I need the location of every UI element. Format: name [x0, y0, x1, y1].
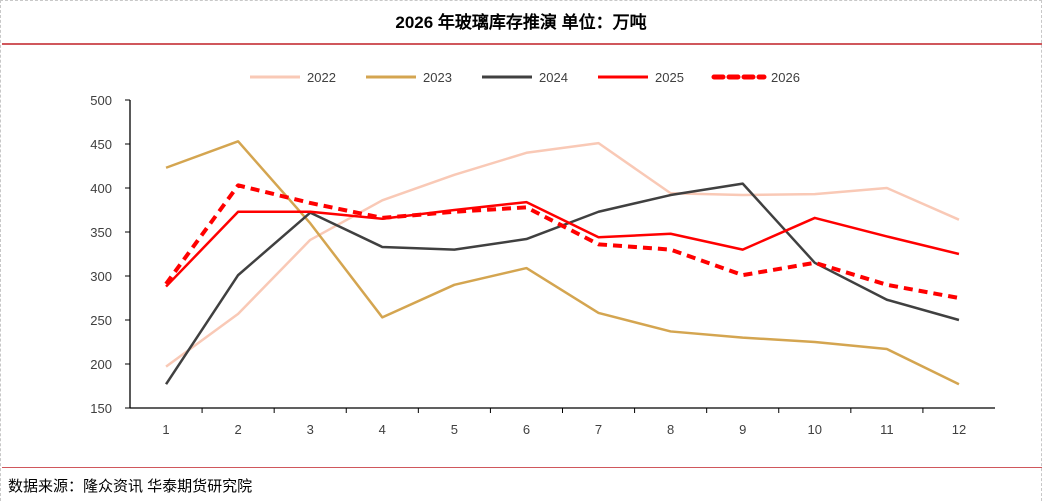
legend-label: 2024: [539, 70, 568, 85]
x-tick-label: 1: [162, 422, 169, 437]
x-tick-label: 10: [808, 422, 822, 437]
x-tick-label: 8: [667, 422, 674, 437]
x-tick-label: 2: [235, 422, 242, 437]
x-tick-label: 6: [523, 422, 530, 437]
series-line-2024: [164, 182, 960, 385]
x-tick-label: 5: [451, 422, 458, 437]
footer-divider: [2, 467, 1042, 468]
series-line-2022: [165, 141, 960, 368]
x-tick-label: 11: [880, 422, 894, 437]
y-tick-label: 150: [90, 401, 112, 416]
x-tick-label: 9: [739, 422, 746, 437]
series-line-2025: [165, 200, 960, 288]
series-line-2026: [164, 183, 960, 300]
chart-title: 2026 年玻璃库存推演 单位：万吨: [395, 13, 647, 32]
source-note: 数据来源：隆众资讯 华泰期货研究院: [8, 478, 253, 495]
series-line-2023: [165, 140, 960, 386]
legend-label: 2022: [307, 70, 336, 85]
y-tick-label: 350: [90, 225, 112, 240]
y-tick-label: 450: [90, 137, 112, 152]
y-tick-label: 400: [90, 181, 112, 196]
x-tick-label: 3: [307, 422, 314, 437]
y-tick-label: 300: [90, 269, 112, 284]
title-divider: [2, 43, 1042, 45]
legend-label: 2023: [423, 70, 452, 85]
y-tick-label: 500: [90, 93, 112, 108]
x-tick-label: 12: [952, 422, 966, 437]
x-tick-label: 4: [379, 422, 386, 437]
y-tick-label: 250: [90, 313, 112, 328]
legend-label: 2025: [655, 70, 684, 85]
y-tick-label: 200: [90, 357, 112, 372]
x-tick-label: 7: [595, 422, 602, 437]
legend-label: 2026: [771, 70, 800, 85]
